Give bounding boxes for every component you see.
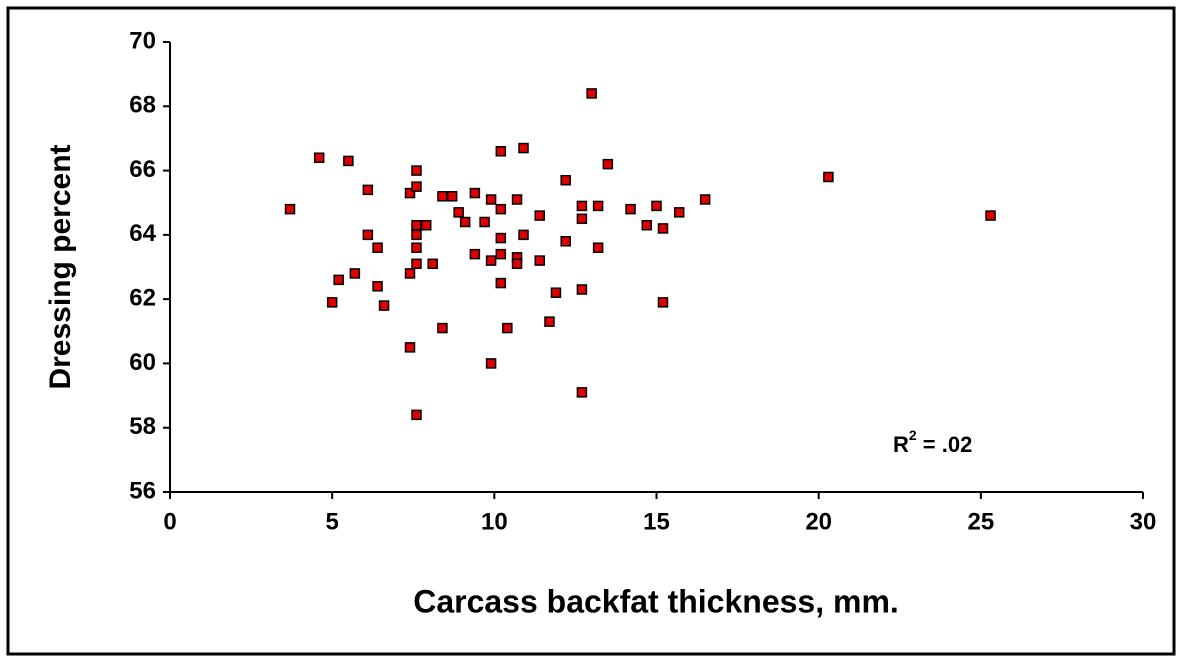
y-tick-label: 64 bbox=[129, 220, 156, 247]
annotation-superscript: 2 bbox=[909, 427, 917, 443]
frame bbox=[6, 6, 1176, 656]
x-tick-label: 5 bbox=[325, 508, 338, 535]
x-tick-label: 25 bbox=[967, 508, 994, 535]
point bbox=[495, 232, 507, 244]
annotation-base: R bbox=[893, 432, 909, 457]
y-axis-label: Dressing percent bbox=[44, 144, 77, 389]
point bbox=[985, 210, 996, 221]
x-tick-label: 20 bbox=[805, 508, 832, 535]
x-tick-label: 0 bbox=[163, 508, 176, 535]
point bbox=[511, 258, 523, 270]
point bbox=[485, 255, 497, 266]
x-tick-label: 10 bbox=[481, 508, 508, 535]
x-tick-label: 15 bbox=[643, 508, 670, 535]
annotation-rest: = .02 bbox=[917, 432, 973, 457]
y-tick-label: 62 bbox=[129, 284, 156, 311]
point bbox=[411, 258, 422, 270]
point bbox=[284, 203, 296, 215]
point bbox=[592, 242, 604, 253]
point bbox=[699, 194, 711, 205]
point bbox=[495, 203, 507, 215]
point bbox=[411, 409, 422, 421]
point bbox=[823, 171, 834, 183]
point bbox=[411, 242, 422, 253]
point bbox=[446, 191, 458, 202]
point bbox=[372, 281, 383, 292]
point bbox=[411, 219, 422, 231]
y-tick-label: 58 bbox=[129, 413, 156, 440]
point bbox=[625, 203, 636, 215]
point bbox=[511, 194, 523, 205]
point bbox=[602, 158, 614, 170]
point bbox=[485, 358, 497, 369]
point bbox=[362, 229, 374, 241]
point bbox=[420, 219, 432, 231]
y-tick-label: 56 bbox=[129, 477, 156, 504]
point bbox=[550, 287, 562, 298]
point bbox=[495, 146, 507, 157]
point bbox=[544, 316, 555, 327]
point bbox=[326, 297, 338, 308]
point bbox=[343, 155, 354, 167]
point bbox=[560, 174, 571, 186]
point bbox=[453, 207, 464, 218]
point bbox=[372, 242, 383, 253]
point bbox=[576, 387, 588, 398]
y-tick-label: 68 bbox=[129, 92, 156, 119]
point bbox=[495, 248, 507, 260]
point bbox=[534, 210, 545, 221]
point bbox=[485, 194, 497, 205]
point bbox=[657, 223, 669, 234]
point bbox=[437, 191, 448, 202]
x-axis-label: Carcass backfat thickness, mm. bbox=[413, 583, 899, 619]
point bbox=[469, 248, 481, 260]
point bbox=[576, 213, 588, 225]
point bbox=[534, 255, 545, 266]
x-tick-label: 30 bbox=[1130, 508, 1157, 535]
point bbox=[576, 284, 588, 295]
point bbox=[576, 200, 588, 212]
point bbox=[313, 152, 325, 163]
point bbox=[586, 88, 597, 99]
point bbox=[673, 207, 685, 218]
point bbox=[502, 322, 513, 334]
y-tick-label: 60 bbox=[129, 349, 156, 376]
point bbox=[411, 165, 422, 176]
point bbox=[404, 268, 416, 279]
point bbox=[495, 277, 507, 289]
point bbox=[592, 200, 604, 212]
point bbox=[469, 187, 481, 199]
point bbox=[411, 181, 422, 192]
point bbox=[459, 216, 471, 228]
point bbox=[427, 258, 438, 270]
point bbox=[404, 342, 416, 353]
point bbox=[479, 216, 490, 228]
point bbox=[641, 219, 653, 231]
point bbox=[518, 142, 529, 154]
y-tick-label: 66 bbox=[129, 156, 156, 183]
point bbox=[560, 236, 571, 247]
point bbox=[657, 297, 669, 308]
point bbox=[437, 322, 448, 334]
point bbox=[518, 229, 529, 241]
point bbox=[362, 184, 374, 196]
y-tick-label: 70 bbox=[129, 27, 156, 54]
point bbox=[651, 200, 662, 212]
point bbox=[349, 268, 361, 279]
annotation: R2 = .02 bbox=[893, 427, 972, 457]
point bbox=[404, 187, 416, 199]
point bbox=[333, 274, 344, 286]
point bbox=[411, 229, 422, 241]
point bbox=[378, 300, 390, 311]
